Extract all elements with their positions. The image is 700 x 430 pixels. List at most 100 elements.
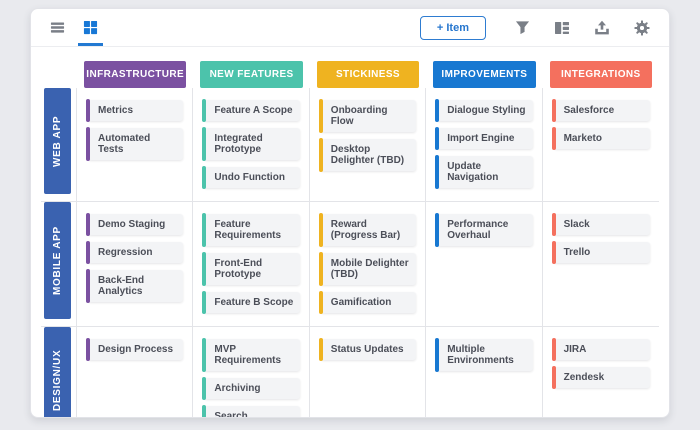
item-card-label: Search: [214, 411, 248, 418]
item-card-label: Feature A Scope: [214, 105, 293, 116]
item-card[interactable]: Salesforce: [551, 99, 650, 122]
toolbar-actions: + Item: [419, 9, 655, 46]
item-card[interactable]: Feature B Scope: [202, 291, 300, 314]
item-card-label: Back-End Analytics: [98, 275, 145, 297]
card-accent: [318, 213, 323, 247]
card-accent: [318, 338, 323, 361]
item-card[interactable]: Performance Overhaul: [435, 213, 533, 247]
item-card[interactable]: Demo Staging: [86, 213, 184, 236]
item-card[interactable]: Gamification: [318, 291, 417, 314]
list-view-icon: [50, 22, 65, 33]
item-card-label: Feature B Scope: [214, 297, 294, 308]
row-label-cell: DESIGN/UX: [41, 327, 77, 417]
item-card[interactable]: Desktop Delighter (TBD): [318, 138, 417, 172]
card-accent: [551, 241, 556, 264]
item-card-label: Feature Requirements: [214, 219, 282, 241]
board-cell: Multiple Environments: [426, 327, 543, 417]
card-accent: [318, 99, 323, 133]
column-header-cell: IMPROVEMENTS: [426, 61, 542, 88]
item-card-label: Demo Staging: [98, 219, 166, 230]
grid-view-icon: [83, 20, 98, 35]
board-cell: Dialogue Styling Import Engine Update Navi…: [426, 88, 543, 201]
board: INFRASTRUCTURE NEW FEATURES STICKINESS IMPR…: [31, 47, 669, 418]
card-accent: [551, 366, 556, 389]
item-card[interactable]: Feature Requirements: [202, 213, 300, 247]
item-card[interactable]: Update Navigation: [435, 155, 533, 189]
item-card-label: MVP Requirements: [214, 344, 282, 366]
board-cell: Salesforce Marketo: [543, 88, 659, 201]
card-accent: [318, 252, 323, 286]
item-card[interactable]: Search: [202, 405, 300, 418]
card-accent: [551, 99, 556, 122]
item-card[interactable]: Design Process: [86, 338, 184, 361]
row-label-cell: MOBILE APP: [41, 202, 77, 326]
export-button[interactable]: [589, 20, 615, 36]
board-cell: Feature Requirements Front-End Prototype F…: [193, 202, 310, 326]
item-card[interactable]: Metrics: [86, 99, 184, 122]
layout-columns-icon: [555, 21, 569, 34]
settings-button[interactable]: [629, 19, 655, 36]
card-accent: [86, 241, 90, 264]
item-card-label: Marketo: [563, 133, 602, 144]
list-view-button[interactable]: [45, 9, 70, 46]
card-accent: [318, 291, 323, 314]
item-card-label: Multiple Environments: [447, 344, 514, 366]
add-item-button[interactable]: + Item: [419, 15, 486, 40]
board-cell: MVP Requirements Archiving Search: [193, 327, 310, 418]
filter-icon: [515, 21, 530, 35]
item-card[interactable]: JIRA: [551, 338, 650, 361]
board-cell: Demo Staging Regression Back-End Analytics: [77, 202, 194, 326]
card-accent: [202, 99, 207, 122]
board-cell: Slack Trello: [543, 202, 659, 326]
column-header-integrations: INTEGRATIONS: [549, 61, 652, 88]
board-cell: Reward (Progress Bar) Mobile Delighter (T…: [310, 202, 427, 326]
card-accent: [435, 127, 440, 150]
item-card-label: Onboarding Flow: [330, 105, 388, 127]
item-card[interactable]: Reward (Progress Bar): [318, 213, 417, 247]
item-card-label: Gamification: [330, 297, 392, 308]
item-card[interactable]: MVP Requirements: [202, 338, 300, 372]
item-card[interactable]: Automated Tests: [86, 127, 184, 161]
column-header-cell: STICKINESS: [310, 61, 426, 88]
item-card[interactable]: Slack: [551, 213, 650, 236]
item-card[interactable]: Import Engine: [435, 127, 533, 150]
item-card-label: Archiving: [214, 383, 261, 394]
item-card[interactable]: Zendesk: [551, 366, 650, 389]
column-header-infrastructure: INFRASTRUCTURE: [84, 61, 187, 88]
grid-view-button[interactable]: [78, 9, 103, 46]
item-card[interactable]: Multiple Environments: [435, 338, 533, 372]
item-card[interactable]: Integrated Prototype: [202, 127, 300, 161]
card-accent: [551, 213, 556, 236]
layout-button[interactable]: [549, 20, 575, 36]
column-header-cell: INTEGRATIONS: [543, 61, 659, 88]
item-card-label: Mobile Delighter (TBD): [330, 258, 409, 280]
item-card-label: Undo Function: [214, 172, 285, 183]
board-cell: Onboarding Flow Desktop Delighter (TBD): [310, 88, 427, 201]
item-card[interactable]: Undo Function: [202, 166, 300, 189]
item-card[interactable]: Back-End Analytics: [86, 269, 184, 303]
item-card[interactable]: Onboarding Flow: [318, 99, 417, 133]
row-label-mobile-app: MOBILE APP: [44, 202, 71, 319]
board-cell: Performance Overhaul: [426, 202, 543, 326]
item-card[interactable]: Status Updates: [318, 338, 417, 361]
item-card[interactable]: Regression: [86, 241, 184, 264]
row-label-cell: WEB APP: [41, 88, 77, 201]
item-card[interactable]: Mobile Delighter (TBD): [318, 252, 417, 286]
item-card[interactable]: Trello: [551, 241, 650, 264]
card-accent: [202, 252, 207, 286]
item-card[interactable]: Front-End Prototype: [202, 252, 300, 286]
filter-button[interactable]: [510, 20, 535, 35]
upload-icon: [595, 20, 609, 34]
item-card-label: Zendesk: [563, 372, 605, 383]
item-card[interactable]: Marketo: [551, 127, 650, 150]
card-accent: [86, 99, 90, 122]
row-label-design-ux: DESIGN/UX: [44, 327, 71, 417]
item-card[interactable]: Dialogue Styling: [435, 99, 533, 122]
item-card-label: JIRA: [563, 344, 587, 355]
column-header-cell: INFRASTRUCTURE: [77, 61, 193, 88]
item-card[interactable]: Archiving: [202, 377, 300, 400]
board-cell: Design Process: [77, 327, 194, 417]
card-accent: [86, 338, 90, 361]
item-card[interactable]: Feature A Scope: [202, 99, 300, 122]
column-header-cell: NEW FEATURES: [193, 61, 309, 88]
